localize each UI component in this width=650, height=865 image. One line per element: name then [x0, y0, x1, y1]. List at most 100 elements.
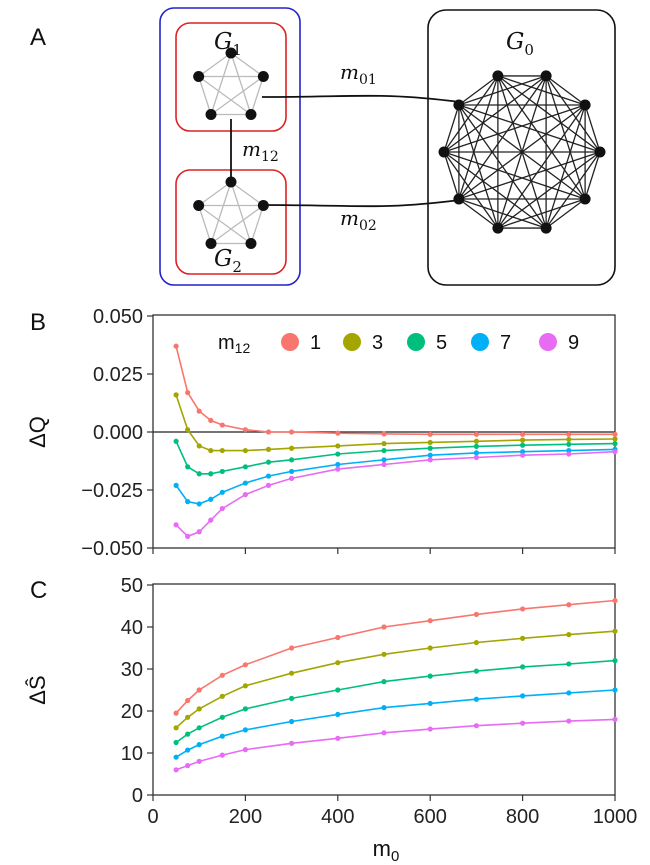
legend-swatch-3 — [343, 333, 361, 351]
b-point-1 — [520, 431, 526, 437]
b-point-7 — [335, 461, 341, 468]
c-point-7 — [219, 733, 225, 739]
c-point-9 — [185, 763, 191, 769]
c-point-9 — [427, 726, 433, 732]
g2-node — [205, 238, 217, 250]
c-point-7 — [242, 727, 248, 733]
label-g2: G2 — [214, 246, 242, 276]
g0-node — [453, 99, 465, 111]
b-point-5 — [612, 441, 618, 447]
g2-edge — [230, 181, 252, 244]
b-point-3 — [173, 392, 179, 398]
g0-edge — [458, 198, 499, 229]
c-point-1 — [427, 618, 433, 624]
g0-node — [594, 146, 606, 158]
c-point-5 — [427, 673, 433, 679]
c-xtick-label: 800 — [506, 806, 539, 828]
c-point-9 — [196, 758, 202, 765]
c-point-3 — [196, 706, 202, 712]
c-point-9 — [289, 740, 295, 746]
b-point-7 — [242, 480, 248, 486]
legend-label-3: 3 — [372, 332, 383, 354]
plot-c-frame — [152, 583, 616, 796]
b-point-9 — [335, 466, 341, 472]
g0-edge — [458, 104, 547, 229]
b-point-9 — [196, 529, 202, 535]
b-point-5 — [265, 459, 272, 465]
g0-edge — [443, 151, 547, 229]
c-point-3 — [173, 725, 179, 731]
c-ytick-label: 30 — [121, 659, 143, 681]
g0-node — [540, 70, 552, 82]
c-point-7 — [612, 687, 618, 693]
plot-c: 0 10 20 30 40 50 0 200 400 600 800 1000 — [121, 575, 638, 828]
b-point-7 — [219, 489, 225, 495]
b-point-9 — [289, 475, 295, 481]
b-point-1 — [612, 431, 618, 437]
b-series-1 — [173, 343, 618, 437]
g1-node — [205, 109, 217, 121]
b-point-9 — [242, 492, 248, 498]
b-point-3 — [381, 441, 387, 447]
legend-swatch-1 — [281, 333, 299, 351]
c-point-9 — [520, 720, 526, 726]
g0-edge — [458, 75, 499, 106]
g2-edge — [210, 181, 232, 244]
b-point-5 — [185, 464, 191, 470]
b-point-3 — [265, 446, 272, 452]
legend-title: m12 — [218, 332, 250, 356]
b-series-9 — [173, 449, 618, 540]
b-ytick-label: −0.050 — [81, 538, 143, 560]
g0-edge — [443, 151, 460, 200]
c-point-1 — [219, 672, 225, 678]
label-g0: G0 — [506, 29, 534, 59]
b-point-3 — [612, 436, 618, 442]
b-point-1 — [196, 408, 202, 414]
b-series-3 — [173, 392, 618, 454]
b-point-7 — [185, 499, 191, 505]
b-point-1 — [208, 417, 214, 423]
g1-edge — [230, 52, 252, 115]
g1-edge — [250, 76, 264, 115]
g1-node — [193, 70, 205, 82]
label-m01: m01 — [340, 60, 377, 88]
g2-edge — [250, 205, 264, 244]
b-point-3 — [473, 438, 479, 444]
c-series-9 — [173, 716, 618, 773]
g0-edge — [545, 75, 586, 106]
c-point-3 — [242, 683, 248, 689]
g0-edge — [443, 75, 499, 153]
c-point-1 — [612, 597, 618, 604]
g0-node — [540, 222, 552, 234]
b-point-9 — [381, 461, 387, 468]
c-point-7 — [173, 754, 179, 760]
g0-node — [579, 193, 591, 205]
label-g1: G1 — [214, 29, 242, 59]
c-ytick-label: 40 — [121, 617, 143, 639]
b-point-1 — [335, 430, 341, 436]
legend-swatch-9 — [539, 333, 557, 351]
c-point-9 — [612, 716, 618, 723]
b-point-1 — [242, 427, 248, 433]
b-point-3 — [289, 445, 295, 451]
c-point-3 — [289, 670, 295, 676]
c-point-5 — [612, 658, 618, 664]
c-point-9 — [242, 747, 248, 753]
c-point-7 — [185, 747, 191, 753]
c-point-3 — [473, 639, 479, 646]
c-point-9 — [566, 718, 572, 724]
g2-node — [225, 176, 237, 188]
g0-edge — [545, 198, 586, 229]
c-point-7 — [427, 700, 433, 707]
c-point-1 — [520, 606, 526, 612]
b-point-1 — [473, 431, 479, 437]
legend-swatch-5 — [407, 333, 425, 351]
c-xtick-label: 200 — [229, 806, 262, 828]
c-point-9 — [473, 723, 479, 729]
c-point-1 — [185, 697, 191, 704]
b-point-9 — [427, 457, 433, 463]
b-point-5 — [566, 441, 572, 447]
g0-edge — [584, 104, 601, 153]
g0-nodes — [438, 70, 606, 234]
legend-label-5: 5 — [436, 332, 447, 354]
